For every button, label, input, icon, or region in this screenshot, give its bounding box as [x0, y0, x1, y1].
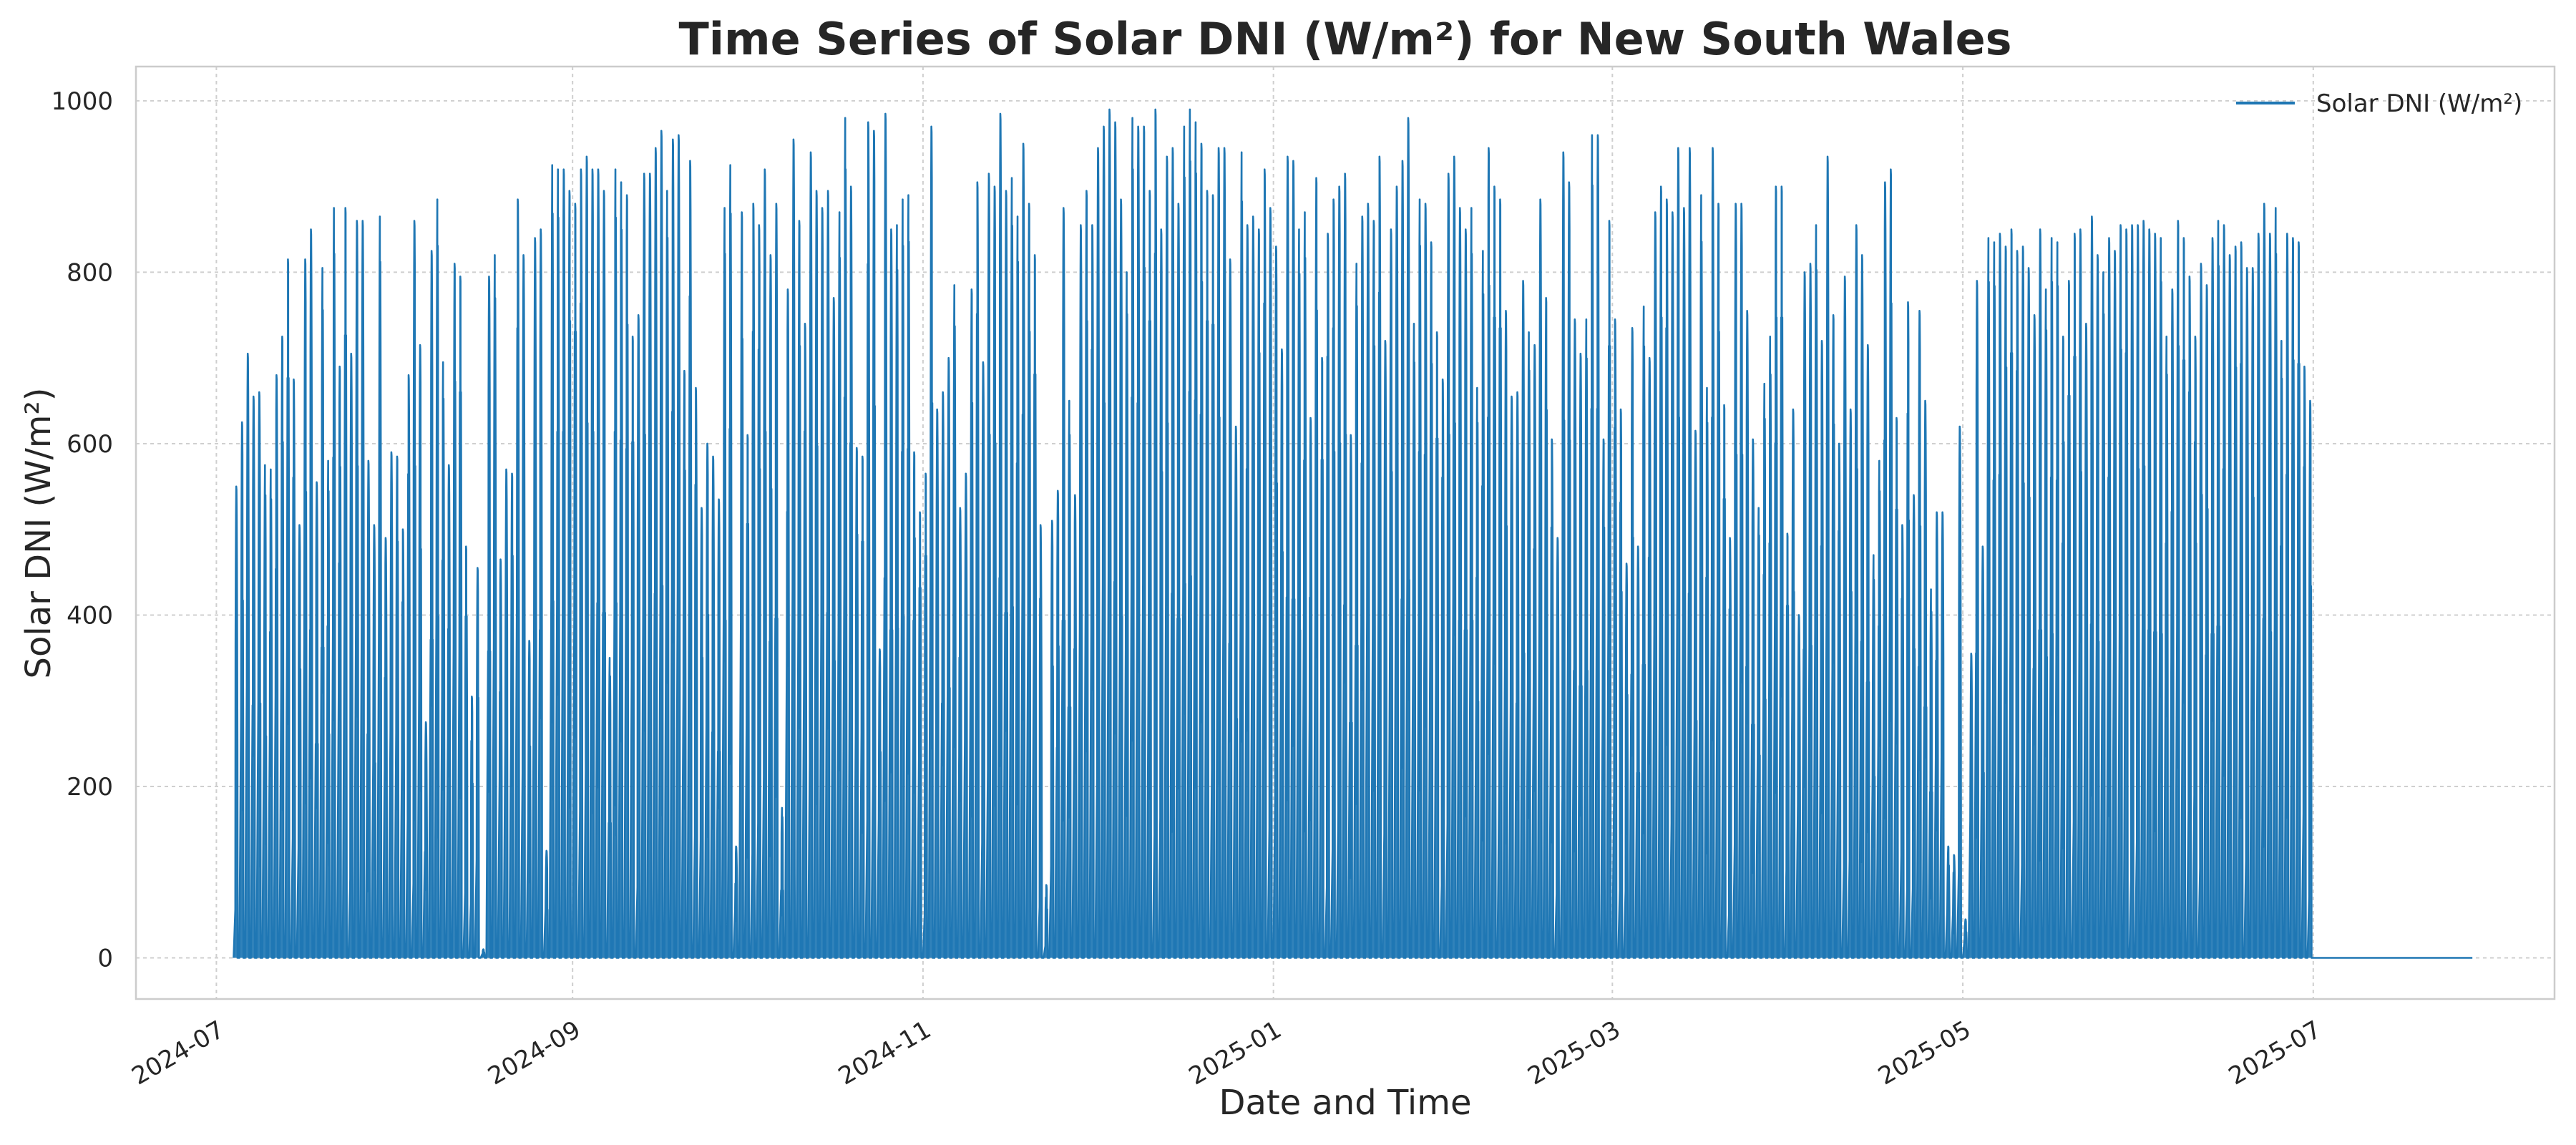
y-tick-label: 400: [67, 601, 113, 630]
x-axis-label: Date and Time: [1219, 1083, 1471, 1123]
series-area: [233, 108, 2473, 959]
y-axis-label: Solar DNI (W/m²): [19, 388, 59, 679]
plot-frame: [135, 65, 2556, 1000]
chart-title: Time Series of Solar DNI (W/m²) for New …: [678, 13, 2011, 65]
y-tick-label: 800: [67, 258, 113, 287]
legend: Solar DNI (W/m²): [2236, 89, 2522, 118]
y-tick-label: 1000: [51, 87, 113, 116]
series-line-solar-dni: [233, 108, 2473, 959]
y-tick-labels: 0 200 400 600 800 1000: [51, 87, 113, 973]
y-tick-label: 600: [67, 430, 113, 459]
y-tick-label: 200: [67, 773, 113, 802]
legend-label: Solar DNI (W/m²): [2316, 89, 2522, 118]
y-tick-label: 0: [97, 945, 113, 973]
